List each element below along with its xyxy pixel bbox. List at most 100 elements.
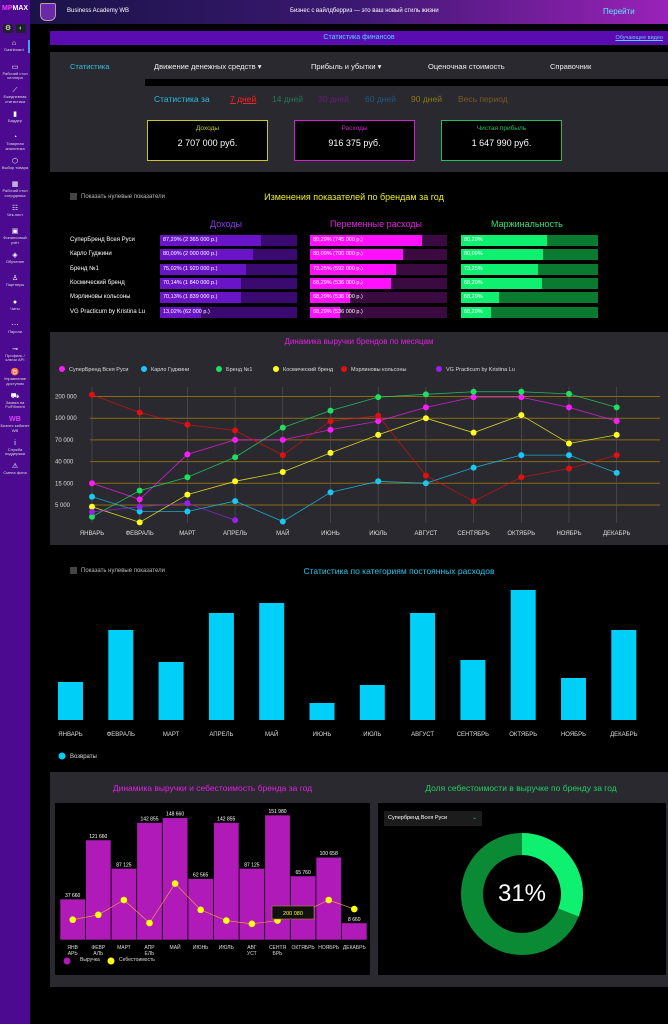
data-point — [613, 452, 620, 459]
bar — [108, 630, 134, 720]
margin-bar-fill — [461, 306, 492, 318]
password-icon: ⋯ — [11, 322, 19, 329]
var-bar-fill — [310, 235, 423, 246]
income-bar-fill — [160, 292, 241, 304]
period-option[interactable]: 14 дней — [272, 94, 303, 104]
x-tick-label: ОКТЯБРЬ — [507, 531, 535, 537]
tab[interactable]: Оценочная стоимость — [428, 62, 505, 71]
margin-bar-fill — [461, 235, 548, 246]
sidebar-item[interactable]: ♙ Партнеры — [0, 275, 30, 288]
x-tick-label: НОЯБРЬ — [318, 945, 340, 951]
theme-icon[interactable]: ◐ — [16, 24, 26, 33]
margin-bar: 80,29% — [461, 235, 598, 246]
legend-marker — [273, 366, 279, 372]
sidebar-item[interactable]: ♉ Управление доступом — [0, 369, 30, 386]
data-point — [89, 391, 95, 398]
y-tick-label: 5 000 — [55, 503, 71, 509]
var-bar: 80,09% (700 000 р.) — [310, 249, 447, 261]
revenue-bar — [341, 922, 368, 941]
data-point — [470, 464, 477, 471]
data-point — [279, 436, 286, 443]
sidebar-item[interactable]: ⌂ Dashboard — [0, 40, 30, 53]
brand-name: Бренд №1 — [70, 265, 99, 272]
income-bar-fill — [160, 277, 241, 289]
education-icon: ◈ — [12, 251, 18, 259]
sidebar-item[interactable]: ◈ Обучение — [0, 252, 30, 265]
income-bar: 13,02% (62 000 р.) — [160, 306, 297, 318]
sidebar-item[interactable]: ⊸ Профиль / ключи API — [0, 346, 30, 363]
data-point — [566, 440, 572, 447]
data-point — [232, 478, 239, 485]
period-option[interactable]: 90 дней — [411, 94, 442, 104]
income-bar: 80,09% (2 000 000 р.) — [160, 249, 297, 261]
tab[interactable]: Прибыль и убытки ▾ — [311, 62, 382, 71]
data-point — [89, 493, 95, 500]
sidebar-item[interactable]: ⛟ Заявка на FulFillment — [0, 393, 30, 410]
tab[interactable]: Статистика — [70, 62, 110, 71]
tab[interactable]: Движение денежных средств ▾ — [154, 62, 262, 71]
sidebar-item[interactable]: ☷ Чек-лист — [0, 205, 30, 218]
summary-card: Расходы 916 375 руб. — [294, 120, 415, 161]
data-point — [518, 388, 525, 395]
brands-title: Изменения показателей по брендам за год — [264, 192, 444, 202]
series-line — [91, 502, 236, 521]
data-point — [470, 498, 477, 505]
show-zero-checkbox-2[interactable]: Показать нулевые показатели — [70, 567, 165, 574]
sidebar-item[interactable]: ⚠ Смена фона — [0, 463, 30, 476]
sidebar-item[interactable]: ⟋ Ежедневная статистика — [0, 87, 30, 104]
bar — [309, 703, 335, 720]
x-tick-label: БРЬ — [273, 951, 284, 957]
var-bar-fill — [310, 263, 397, 275]
y-tick-label: 40 000 — [55, 460, 74, 466]
var-bar: 68,29% (536 000 р.) — [310, 292, 447, 304]
bar-value-label: 37 660 — [65, 893, 81, 899]
var-bar: 68,29% (536 000 р.) — [310, 306, 447, 318]
x-tick-label: ЯНВАРЬ — [58, 732, 82, 738]
period-option[interactable]: Весь период — [458, 94, 508, 104]
x-tick-label: ДЕКАБРЬ — [610, 732, 638, 738]
sidebar-item[interactable]: ⋯ Пароли — [0, 322, 30, 335]
settings-icon[interactable]: ⚙ — [3, 24, 13, 33]
bar-chart-icon: ▮ — [13, 110, 17, 118]
data-point — [184, 421, 191, 428]
sidebar-item[interactable]: ▣ Финансовый учёт — [0, 228, 30, 245]
legend-marker — [58, 752, 66, 760]
data-point — [613, 469, 620, 476]
sidebar-item[interactable]: WB Бизнес кабинет WB — [0, 416, 30, 433]
sidebar-item[interactable]: i Служба поддержки — [0, 440, 30, 457]
data-point — [518, 452, 525, 459]
x-tick-label: ДЕКАБРЬ — [343, 945, 367, 951]
bar — [510, 590, 536, 720]
cost-point — [248, 920, 256, 928]
period-option[interactable]: 60 дней — [365, 94, 396, 104]
chat-icon: ● — [12, 298, 18, 306]
sidebar-item[interactable]: ▭ Рабочий стол селлера — [0, 64, 30, 81]
bar — [460, 660, 486, 720]
sidebar-item[interactable]: ▮ Биддер — [0, 111, 30, 124]
var-bar-fill — [310, 292, 350, 304]
go-link[interactable]: Перейти — [603, 7, 635, 16]
sidebar-item[interactable]: ◔ Товарная аналитика — [0, 134, 30, 151]
tutorial-video-link[interactable]: Обучающее видео — [615, 35, 663, 41]
income-bar: 70,13% (1 839 000 р.) — [160, 292, 297, 304]
income-bar-fill — [160, 263, 247, 275]
margin-bar: 68,29% — [461, 277, 598, 289]
partners-icon: ♙ — [11, 275, 19, 282]
sidebar-item[interactable]: ⬡ Выбор товара — [1, 157, 29, 170]
bar-value-label: 87 125 — [244, 862, 260, 868]
y-tick-label: 100 000 — [55, 416, 77, 422]
data-point — [422, 472, 429, 479]
access-icon: ♉ — [10, 369, 20, 376]
show-zero-checkbox[interactable]: Показать нулевые показатели — [70, 193, 165, 200]
period-option[interactable]: 7 дней — [230, 94, 257, 104]
col-income-header: Доходы — [210, 219, 243, 229]
logo[interactable]: MPMAX — [2, 5, 29, 12]
sidebar-item[interactable]: ▦ Рабочий стол сотрудника — [0, 181, 30, 198]
tab[interactable]: Справочник — [550, 62, 592, 71]
brand-select[interactable]: Суперб­ренд Всея Руси ⌄ — [384, 811, 482, 826]
sidebar-item[interactable]: ● Чаты — [0, 299, 30, 312]
period-option[interactable]: 30 дней — [318, 94, 349, 104]
bar-value-label: 87 125 — [116, 862, 132, 868]
legend-marker — [216, 366, 222, 372]
bar-value-label: 142 855 — [140, 817, 158, 823]
